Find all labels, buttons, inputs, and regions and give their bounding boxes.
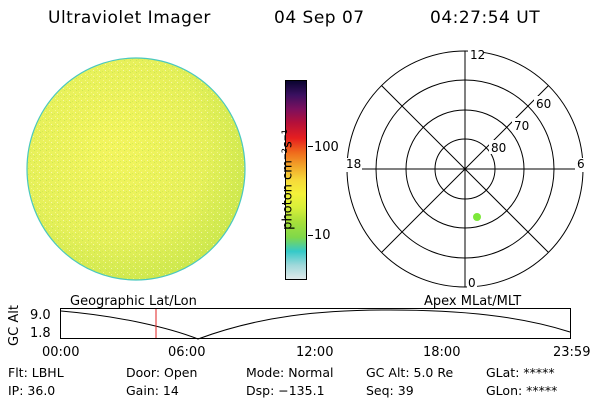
spacecraft-footpoint [473, 213, 481, 221]
colorbar-tick-mark [308, 235, 313, 236]
time-tick-1800: 18:00 [423, 345, 461, 360]
glat-label: GLat: ***** [486, 365, 555, 380]
glon-label: GLon: ***** [486, 383, 558, 398]
time-tick-0000: 00:00 [42, 345, 80, 360]
orbit-timeline [60, 308, 571, 340]
color-bar [285, 80, 307, 280]
time-tick-0600: 06:00 [168, 345, 206, 360]
filter-label: Flt: LBHL [8, 365, 64, 380]
app-title: Ultraviolet Imager [48, 8, 211, 28]
time-tick-2359: 23:59 [553, 345, 591, 360]
gc-alt-label: GC Alt: 5.0 Re [366, 365, 454, 380]
gc-alt-axis-label: GC Alt [6, 305, 22, 346]
lat-label-60: 60 [536, 97, 551, 111]
apex-label: Apex MLat/MLT [424, 294, 522, 309]
gain-label: Gain: 14 [126, 383, 179, 398]
alt-min-label: 1.8 [30, 326, 51, 341]
timeline-frame [60, 308, 571, 339]
lat-label-70: 70 [514, 119, 529, 133]
seq-label: Seq: 39 [366, 383, 414, 398]
polar-plot: 12 18 6 0 60 70 80 [344, 50, 587, 290]
date-label: 04 Sep 07 [274, 8, 365, 28]
colorbar-tick-10: 10 [314, 228, 331, 243]
mlt-label-18: 18 [346, 157, 361, 171]
mlt-label-12: 12 [470, 50, 485, 62]
door-label: Door: Open [126, 365, 198, 380]
time-tick-1200: 12:00 [296, 345, 334, 360]
time-label: 04:27:54 UT [430, 8, 541, 28]
lat-label-80: 80 [491, 141, 506, 155]
geographic-label: Geographic Lat/Lon [70, 294, 197, 309]
mlt-label-0: 0 [468, 276, 476, 290]
dsp-label: Dsp: −135.1 [246, 383, 325, 398]
alt-max-label: 9.0 [30, 308, 51, 323]
colorbar-label: photon cm⁻²s⁻¹ [280, 129, 296, 230]
earth-disk [26, 57, 246, 281]
mlt-label-6: 6 [577, 157, 585, 171]
ip-label: IP: 36.0 [8, 383, 56, 398]
mode-label: Mode: Normal [246, 365, 334, 380]
mlt-line-diagonal [381, 85, 549, 253]
colorbar-tick-mark [308, 146, 313, 147]
altitude-curve [60, 309, 571, 340]
colorbar-tick-100: 100 [314, 140, 339, 155]
